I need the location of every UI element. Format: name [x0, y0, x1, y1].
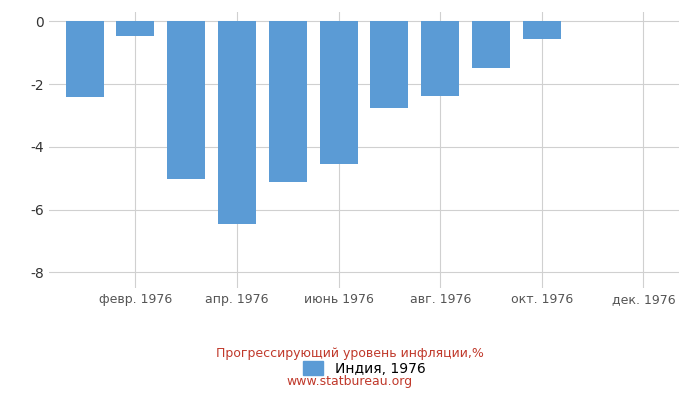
Text: www.statbureau.org: www.statbureau.org	[287, 375, 413, 388]
Bar	[319, 22, 358, 164]
Bar	[523, 22, 561, 39]
Bar	[167, 22, 205, 179]
Bar	[116, 22, 155, 36]
Bar	[218, 22, 256, 224]
Text: Прогрессирующий уровень инфляции,%: Прогрессирующий уровень инфляции,%	[216, 347, 484, 360]
Bar	[269, 22, 307, 182]
Bar	[421, 22, 459, 96]
Legend: Индия, 1976: Индия, 1976	[297, 356, 431, 382]
Bar	[370, 22, 409, 108]
Bar	[472, 22, 510, 68]
Bar	[66, 22, 104, 97]
